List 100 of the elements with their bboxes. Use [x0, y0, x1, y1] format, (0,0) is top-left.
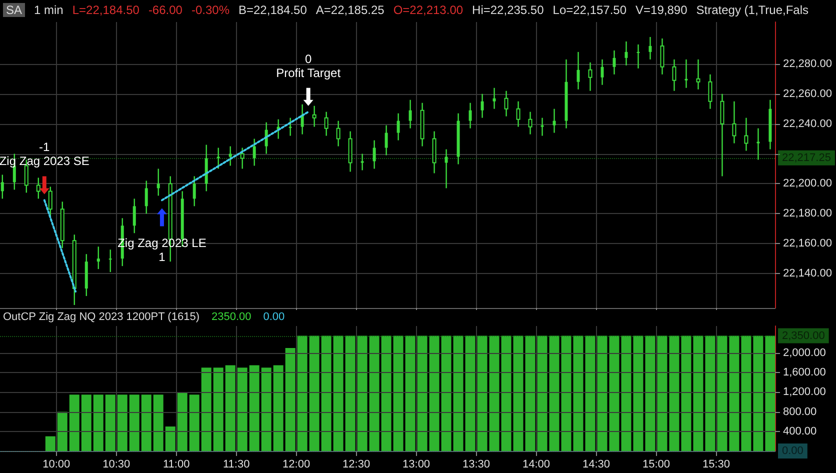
bar [741, 336, 752, 451]
text: A=22,185.25 [316, 3, 384, 17]
y-tick-label: 22,200.00 [783, 178, 832, 190]
candlestick [216, 147, 220, 170]
candlestick [192, 176, 196, 207]
y-tick-label: 22,180.00 [783, 208, 832, 220]
bar [57, 412, 68, 451]
text: -66.00 [148, 3, 182, 17]
x-tick-label: 12:00 [282, 458, 310, 470]
candlestick [288, 117, 292, 136]
candlestick [624, 40, 628, 66]
candlestick [312, 105, 316, 128]
bar [285, 348, 296, 451]
bar [177, 392, 188, 451]
candlestick [576, 51, 580, 90]
candlestick [636, 44, 640, 70]
bar [453, 336, 464, 451]
candlestick [48, 186, 52, 218]
x-tick-label: 12:30 [342, 458, 370, 470]
candlestick [360, 153, 364, 171]
candlestick [468, 102, 472, 129]
y-tick-label: 22,140.00 [783, 268, 832, 280]
bar [141, 394, 152, 451]
bar [441, 336, 452, 451]
bar [261, 368, 272, 451]
candlestick [708, 74, 712, 110]
bar [717, 336, 728, 451]
bar [81, 394, 92, 451]
y-tick-label: 2,000.00 [783, 346, 826, 359]
bar [129, 394, 140, 451]
bar [429, 336, 440, 451]
bar [489, 336, 500, 451]
candlestick [600, 58, 604, 86]
bar [201, 368, 212, 451]
text: L=22,184.50 [72, 3, 140, 17]
candlestick [240, 147, 244, 170]
bar [249, 365, 260, 451]
x-tick-label: 14:30 [582, 458, 610, 470]
text: V=19,890 [636, 3, 688, 17]
candlestick [132, 198, 136, 234]
candlestick [492, 87, 496, 110]
bar [621, 336, 632, 451]
candlestick [504, 90, 508, 117]
y-tick-label: 1,600.00 [783, 366, 826, 379]
x-tick-label: 15:30 [702, 458, 730, 470]
bar [609, 336, 620, 451]
candlestick [108, 249, 112, 273]
candlestick [720, 93, 724, 177]
bar [765, 336, 776, 451]
candlestick [444, 148, 448, 189]
text: Hi=22,235.50 [472, 3, 544, 17]
bar [117, 394, 128, 451]
bar [165, 426, 176, 451]
bar [381, 336, 392, 451]
candlestick [660, 38, 664, 76]
candlestick [528, 111, 532, 135]
bar [393, 336, 404, 451]
bar [189, 394, 200, 451]
bar [417, 336, 428, 451]
candlestick [348, 130, 352, 172]
bar [237, 368, 248, 451]
candlestick [252, 138, 256, 166]
candlestick [96, 246, 100, 270]
bar [465, 336, 476, 451]
bar [153, 394, 164, 451]
candlestick [588, 62, 592, 92]
candlestick [156, 168, 160, 196]
text: B=22,184.50 [238, 3, 307, 17]
candlestick [732, 100, 736, 144]
bar [321, 336, 332, 451]
y-tick-label: 22,260.00 [783, 88, 832, 100]
bar [501, 336, 512, 451]
annotation: 0 Profit Target [276, 52, 342, 80]
x-tick-label: 13:00 [402, 458, 430, 470]
y-tick-label: 22,160.00 [783, 238, 832, 250]
x-tick-label: 11:00 [162, 458, 190, 470]
bar [729, 336, 740, 451]
candlestick [648, 36, 652, 60]
y-tick-label: 400.00 [783, 425, 817, 438]
candlestick [516, 100, 520, 128]
text: SA [3, 3, 26, 17]
candlestick [384, 124, 388, 156]
candlestick [540, 117, 544, 136]
candlestick [756, 128, 760, 160]
y-tick-label: 22,240.00 [783, 118, 832, 130]
bar [633, 336, 644, 451]
candlestick [372, 140, 376, 170]
x-tick-label: 15:00 [642, 458, 670, 470]
bar [225, 365, 236, 451]
candlestick [612, 50, 616, 76]
x-tick-label: 10:00 [42, 458, 70, 470]
bar [357, 336, 368, 451]
bar [645, 336, 656, 451]
bar [69, 394, 80, 451]
bar [705, 336, 716, 451]
y-tick-label: 22,280.00 [783, 58, 832, 70]
text: 0.00 [263, 311, 285, 323]
bar [693, 336, 704, 451]
bar [537, 336, 548, 451]
bar [297, 336, 308, 451]
